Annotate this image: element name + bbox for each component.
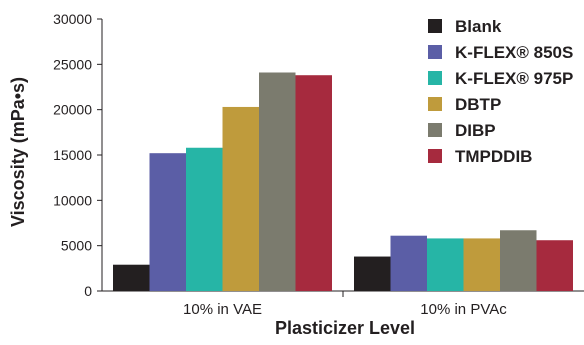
x-tick-label: 10% in PVAc — [420, 301, 507, 318]
legend-label: Blank — [455, 17, 502, 36]
y-axis-title: Viscosity (mPa•s) — [8, 77, 28, 227]
y-tick-label: 5000 — [61, 238, 92, 254]
legend-label: DIBP — [455, 121, 496, 140]
bar — [149, 153, 186, 291]
y-tick-label: 30000 — [53, 11, 92, 27]
legend-label: TMPDDIB — [455, 147, 532, 166]
bar — [113, 264, 150, 291]
y-tick-label: 25000 — [53, 56, 92, 72]
y-axis: 0 5000 10000 15000 20000 25000 30000 — [53, 11, 103, 299]
legend-swatch — [428, 123, 442, 137]
legend: Blank K-FLEX® 850S K-FLEX® 975P DBTP DIBP TMP… — [428, 17, 573, 166]
bar — [500, 230, 537, 291]
legend-label: K-FLEX® 850S — [455, 43, 573, 62]
bar — [354, 256, 391, 291]
bar — [295, 75, 332, 291]
legend-swatch — [428, 149, 442, 163]
bar — [390, 235, 427, 291]
legend-swatch — [428, 97, 442, 111]
x-axis-title: Plasticizer Level — [275, 318, 415, 338]
x-tick-label: 10% in VAE — [183, 301, 262, 318]
legend-swatch — [428, 45, 442, 59]
y-tick-label: 10000 — [53, 192, 92, 208]
bar — [222, 106, 259, 292]
legend-label: K-FLEX® 975P — [455, 69, 573, 88]
bar — [427, 238, 464, 291]
x-axis: 10% in VAE 10% in PVAc — [102, 290, 584, 318]
y-tick-label: 0 — [84, 283, 92, 299]
bar — [536, 240, 573, 291]
bar — [259, 72, 296, 291]
bars — [113, 72, 573, 292]
bar — [186, 147, 223, 291]
y-tick-label: 20000 — [53, 102, 92, 118]
legend-label: DBTP — [455, 95, 501, 114]
bar — [463, 238, 500, 291]
y-tick-label: 15000 — [53, 147, 92, 163]
legend-swatch — [428, 71, 442, 85]
legend-swatch — [428, 19, 442, 33]
